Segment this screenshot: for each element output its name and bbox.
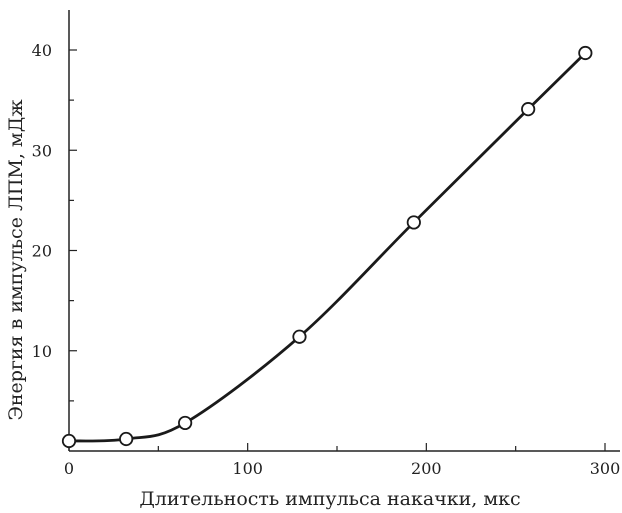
- data-point: [406, 215, 421, 230]
- tick-label-group: 0 100 200 300 10 20 30 40: [32, 41, 621, 478]
- y-axis-label: Энергия в импульсе ЛПМ, мДж: [5, 99, 27, 421]
- data-point: [61, 433, 77, 449]
- marker-group: [61, 45, 593, 449]
- x-tick-label: 0: [64, 459, 74, 478]
- series-line: [68, 52, 587, 443]
- axes: [68, 10, 620, 452]
- y-tick-label: 30: [32, 141, 52, 160]
- x-tick-label: 100: [232, 459, 263, 478]
- y-tick-label: 10: [32, 342, 52, 361]
- y-tick-label: 20: [32, 242, 52, 261]
- tick-group: [68, 49, 606, 451]
- data-point: [119, 431, 134, 447]
- x-axis-label: Длительность импульса накачки, мкс: [139, 488, 520, 510]
- data-point: [578, 45, 593, 61]
- data-point: [521, 102, 536, 117]
- y-tick-label: 40: [32, 41, 52, 60]
- x-tick-label: 200: [411, 459, 442, 478]
- x-tick-label: 300: [590, 459, 621, 478]
- data-point: [292, 329, 307, 344]
- data-point: [178, 415, 193, 431]
